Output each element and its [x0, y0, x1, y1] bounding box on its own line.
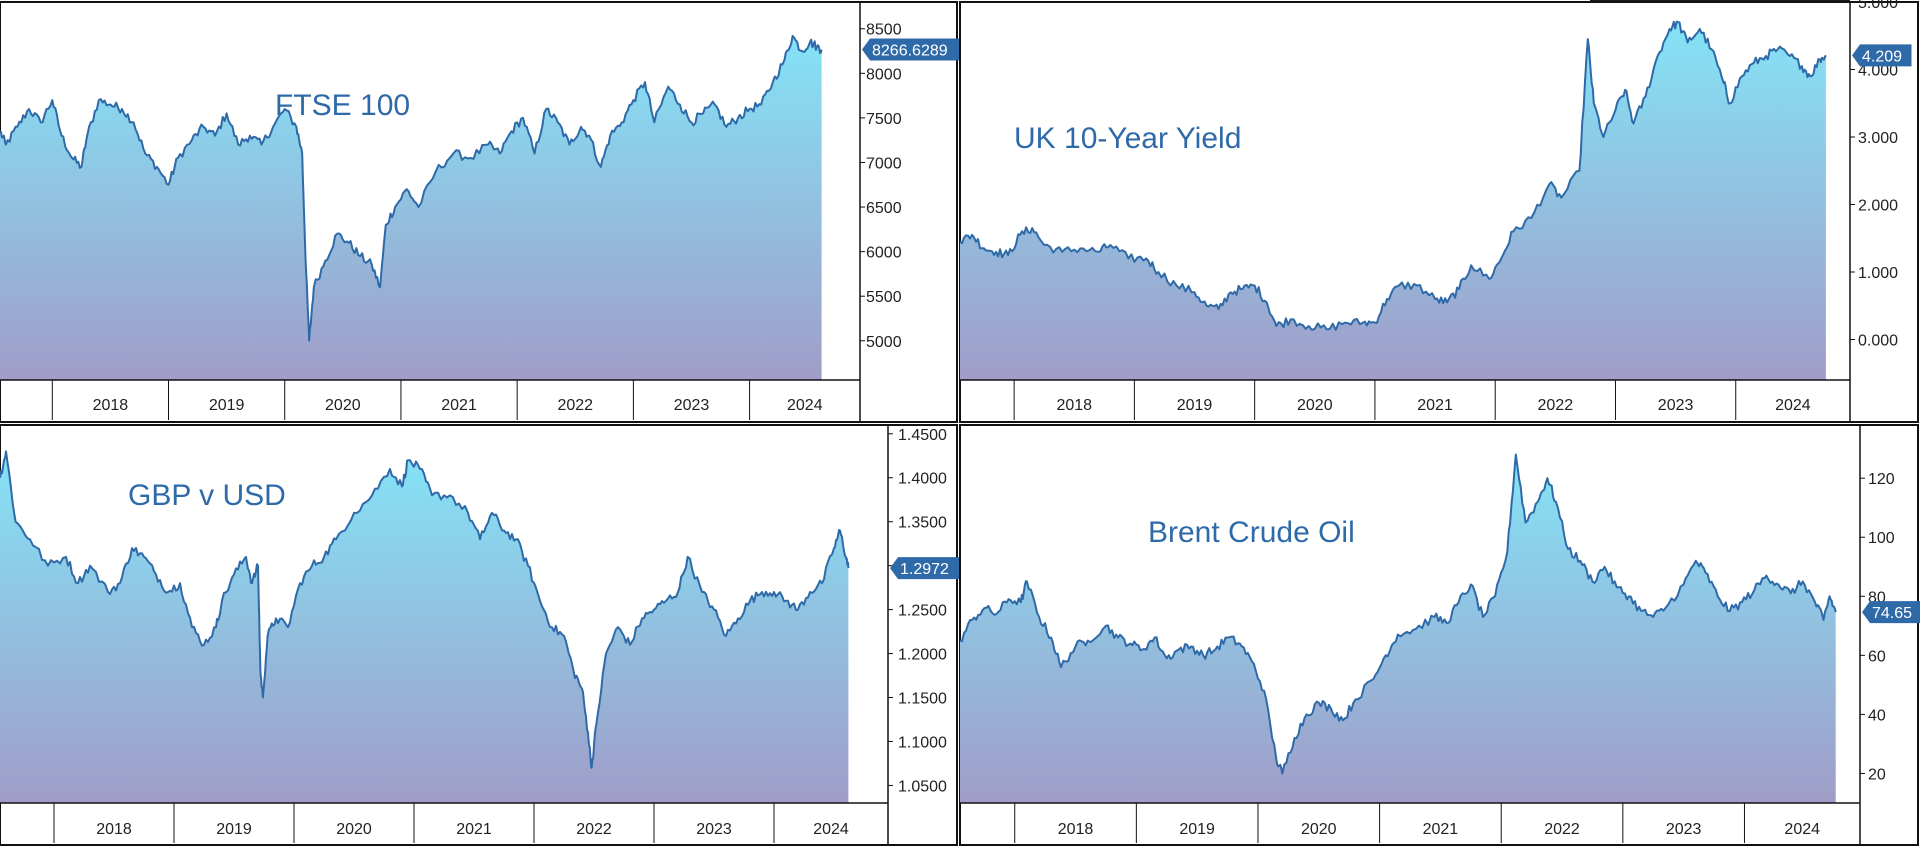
x-tick-label: 2019	[1177, 397, 1213, 414]
y-tick-label: 8000	[866, 66, 902, 83]
x-tick-label: 2024	[787, 397, 823, 414]
x-tick-label: 2023	[696, 821, 732, 838]
x-tick-label: 2021	[456, 821, 492, 838]
x-tick-label: 2023	[1666, 821, 1702, 838]
y-tick-label: 6000	[866, 245, 902, 262]
y-tick-label: 60	[1868, 648, 1886, 665]
y-tick-label: 7500	[866, 111, 902, 128]
x-tick-label: 2021	[1417, 397, 1453, 414]
series-line	[0, 450, 850, 769]
x-tick-label: 2018	[1058, 821, 1094, 838]
x-tick-label: 2022	[576, 821, 612, 838]
x-tick-label: 2019	[216, 821, 252, 838]
y-tick-label: 6500	[866, 200, 902, 217]
y-tick-label: 100	[1868, 530, 1895, 547]
x-tick-label: 2024	[1775, 397, 1811, 414]
x-tick-label: 2019	[209, 397, 245, 414]
x-tick-label: 2020	[1301, 821, 1337, 838]
last-value-tag	[1862, 601, 1920, 624]
chart-title: UK 10-Year Yield	[1014, 122, 1241, 155]
x-tick-label: 2020	[325, 397, 361, 414]
y-tick-label: 4.000	[1858, 63, 1898, 80]
y-tick-label: 5000	[866, 334, 902, 351]
last-value-label: 4.209	[1862, 48, 1902, 65]
series-line	[0, 34, 823, 342]
x-tick-label: 2023	[674, 397, 710, 414]
panel-ftse-100: 2018 2019 2020 2021 2022 2023 2024 5000 5500 600…	[0, 1, 960, 423]
chart-title: FTSE 100	[275, 89, 410, 122]
area-fill	[0, 35, 822, 381]
panel-brent-crude-oil: 2018 2019 2020 2021 2022 2023 2024 20406080100…	[959, 424, 1920, 846]
x-tick-label: 2021	[441, 397, 477, 414]
chart-title: Brent Crude Oil	[1148, 516, 1355, 549]
y-tick-label: 3.000	[1858, 130, 1898, 147]
x-tick-label: 2019	[1179, 821, 1215, 838]
y-tick-label: 40	[1868, 707, 1886, 724]
x-tick-label: 2024	[1784, 821, 1820, 838]
x-tick-label: 2018	[93, 397, 129, 414]
y-tick-label: 0.000	[1858, 333, 1898, 350]
series-line	[959, 453, 1837, 775]
y-tick-label: 1.0500	[898, 778, 947, 795]
chart-title: GBP v USD	[128, 479, 286, 512]
y-tick-label: 7000	[866, 155, 902, 172]
x-tick-label: 2018	[96, 821, 132, 838]
last-value-tag	[862, 38, 960, 61]
area-fill	[960, 21, 1826, 380]
x-tick-label: 2024	[813, 821, 849, 838]
y-tick-label: 20	[1868, 766, 1886, 783]
last-value-tag	[890, 557, 959, 580]
last-value-label: 8266.6289	[872, 43, 948, 60]
last-value-tag	[1852, 44, 1912, 67]
last-value-label: 1.2972	[900, 561, 949, 578]
last-value-label: 74.65	[1872, 605, 1912, 622]
x-tick-label: 2022	[1544, 821, 1580, 838]
y-tick-label: 2.000	[1858, 198, 1898, 215]
x-tick-label: 2022	[557, 397, 593, 414]
y-tick-label: 1.3500	[898, 515, 947, 532]
y-tick-label: 1.2500	[898, 603, 947, 620]
y-tick-label: 5.000	[1858, 0, 1898, 12]
y-tick-label: 1.4500	[898, 427, 947, 444]
panel-uk-10-year-yield: 2018 2019 2020 2021 2022 2023 2024 0.000 1.000 2…	[959, 0, 1919, 423]
y-tick-label: 1.1000	[898, 734, 947, 751]
panel-gbp-v-usd: 2018 2019 2020 2021 2022 2023 2024 1.0500 1.100…	[0, 424, 959, 846]
area-fill	[0, 451, 849, 803]
x-tick-label: 2020	[1297, 397, 1333, 414]
y-tick-label: 1.2000	[898, 647, 947, 664]
x-tick-label: 2021	[1423, 821, 1459, 838]
x-tick-label: 2020	[336, 821, 372, 838]
y-tick-label: 1.000	[1858, 265, 1898, 282]
area-fill	[960, 454, 1836, 803]
series-line	[959, 20, 1827, 331]
y-tick-label: 1.1500	[898, 691, 947, 708]
x-tick-label: 2022	[1538, 397, 1574, 414]
x-tick-label: 2018	[1056, 397, 1092, 414]
y-tick-label: 8500	[866, 22, 902, 39]
y-tick-label: 5500	[866, 289, 902, 306]
y-tick-label: 120	[1868, 471, 1895, 488]
y-tick-label: 1.4000	[898, 471, 947, 488]
x-tick-label: 2023	[1658, 397, 1694, 414]
